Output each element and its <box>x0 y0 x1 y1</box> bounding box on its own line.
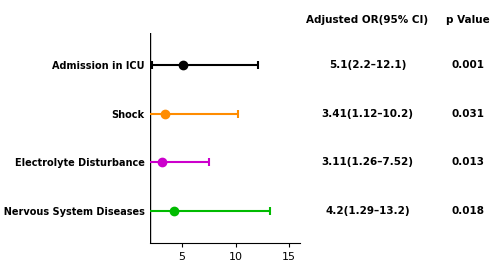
Text: p Value: p Value <box>446 15 490 25</box>
Text: 3.41(1.12–10.2): 3.41(1.12–10.2) <box>322 109 414 119</box>
Text: 3.11(1.26–7.52): 3.11(1.26–7.52) <box>322 157 414 167</box>
Text: 0.018: 0.018 <box>451 206 484 216</box>
Text: 0.013: 0.013 <box>451 157 484 167</box>
Text: 4.2(1.29–13.2): 4.2(1.29–13.2) <box>325 206 410 216</box>
Text: Adjusted OR(95% CI): Adjusted OR(95% CI) <box>306 15 428 25</box>
Text: 0.031: 0.031 <box>451 109 484 119</box>
Text: 5.1(2.2–12.1): 5.1(2.2–12.1) <box>329 60 406 70</box>
Text: 0.001: 0.001 <box>451 60 484 70</box>
